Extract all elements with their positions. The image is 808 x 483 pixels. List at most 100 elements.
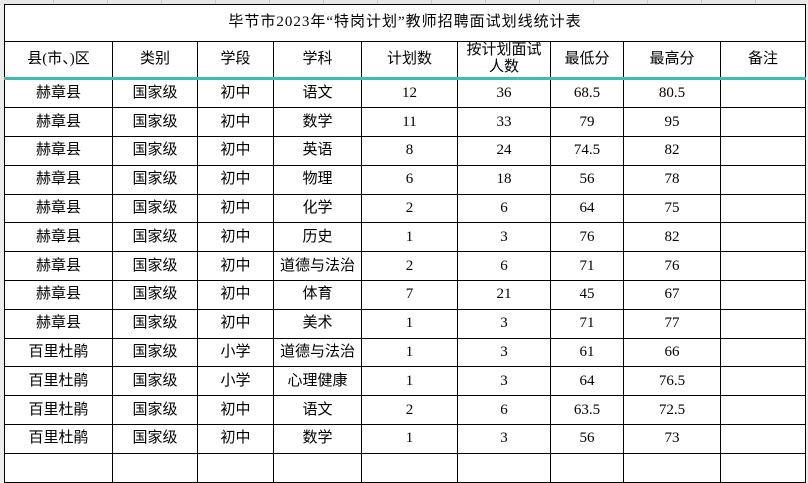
cell-county[interactable]: 百里杜鹃 xyxy=(4,366,113,397)
cell-stage[interactable]: 初中 xyxy=(197,308,274,339)
col-header-county[interactable]: 县(市、)区 xyxy=(4,41,113,80)
col-header-subject[interactable]: 学科 xyxy=(273,41,362,80)
cell-min-score[interactable]: 64 xyxy=(550,366,624,397)
cell-remark[interactable] xyxy=(719,424,807,454)
cell-min-score[interactable]: 79 xyxy=(550,107,624,138)
cell-min-score[interactable]: 56 xyxy=(550,424,624,454)
cell-stage[interactable] xyxy=(197,452,274,483)
col-header-min-score[interactable]: 最低分 xyxy=(550,41,624,80)
cell-remark[interactable] xyxy=(719,251,807,282)
cell-min-score[interactable]: 61 xyxy=(550,337,624,368)
cell-planned-interviewees[interactable]: 6 xyxy=(457,395,551,426)
cell-county[interactable]: 百里杜鹃 xyxy=(4,395,113,426)
col-header-remark[interactable]: 备注 xyxy=(719,41,807,80)
cell-planned-interviewees[interactable]: 24 xyxy=(457,136,551,166)
cell-planned-interviewees[interactable]: 6 xyxy=(457,251,551,282)
cell-stage[interactable]: 初中 xyxy=(197,395,274,426)
cell-max-score[interactable]: 82 xyxy=(623,222,721,253)
cell-subject[interactable]: 体育 xyxy=(273,280,362,310)
cell-county[interactable]: 赫章县 xyxy=(4,136,113,166)
cell-county[interactable]: 赫章县 xyxy=(4,164,113,195)
cell-plan-count[interactable]: 2 xyxy=(361,193,458,224)
cell-subject[interactable]: 化学 xyxy=(273,193,362,224)
cell-category[interactable]: 国家级 xyxy=(112,308,198,339)
cell-stage[interactable]: 初中 xyxy=(197,280,274,310)
cell-category[interactable]: 国家级 xyxy=(112,222,198,253)
cell-stage[interactable]: 初中 xyxy=(197,424,274,454)
cell-stage[interactable]: 初中 xyxy=(197,107,274,138)
cell-planned-interviewees[interactable]: 33 xyxy=(457,107,551,138)
cell-stage[interactable]: 初中 xyxy=(197,251,274,282)
cell-remark[interactable] xyxy=(719,452,807,483)
cell-plan-count[interactable]: 1 xyxy=(361,308,458,339)
col-header-planned-interviewees[interactable]: 按计划面试人数 xyxy=(457,41,551,80)
cell-county[interactable]: 赫章县 xyxy=(4,107,113,138)
cell-plan-count[interactable]: 2 xyxy=(361,395,458,426)
cell-subject[interactable] xyxy=(273,452,362,483)
cell-max-score[interactable]: 78 xyxy=(623,164,721,195)
cell-max-score[interactable]: 77 xyxy=(623,308,721,339)
cell-planned-interviewees[interactable]: 3 xyxy=(457,308,551,339)
cell-remark[interactable] xyxy=(719,222,807,253)
col-header-max-score[interactable]: 最高分 xyxy=(623,41,721,80)
cell-county[interactable]: 百里杜鹃 xyxy=(4,424,113,454)
cell-stage[interactable]: 初中 xyxy=(197,164,274,195)
cell-plan-count[interactable]: 8 xyxy=(361,136,458,166)
cell-max-score[interactable]: 72.5 xyxy=(623,395,721,426)
cell-min-score[interactable]: 68.5 xyxy=(550,77,624,109)
cell-category[interactable]: 国家级 xyxy=(112,107,198,138)
cell-category[interactable]: 国家级 xyxy=(112,136,198,166)
cell-stage[interactable]: 初中 xyxy=(197,222,274,253)
cell-category[interactable]: 国家级 xyxy=(112,366,198,397)
cell-plan-count[interactable]: 1 xyxy=(361,424,458,454)
cell-county[interactable] xyxy=(4,452,113,483)
cell-planned-interviewees[interactable]: 36 xyxy=(457,77,551,109)
cell-max-score[interactable]: 82 xyxy=(623,136,721,166)
cell-subject[interactable]: 心理健康 xyxy=(273,366,362,397)
cell-subject[interactable]: 数学 xyxy=(273,107,362,138)
cell-min-score[interactable]: 64 xyxy=(550,193,624,224)
cell-remark[interactable] xyxy=(719,308,807,339)
cell-subject[interactable]: 美术 xyxy=(273,308,362,339)
cell-max-score[interactable]: 80.5 xyxy=(623,77,721,109)
cell-remark[interactable] xyxy=(719,107,807,138)
cell-plan-count[interactable]: 11 xyxy=(361,107,458,138)
cell-max-score[interactable]: 76.5 xyxy=(623,366,721,397)
cell-planned-interviewees[interactable] xyxy=(457,452,551,483)
cell-min-score[interactable]: 45 xyxy=(550,280,624,310)
cell-max-score[interactable]: 75 xyxy=(623,193,721,224)
cell-stage[interactable]: 初中 xyxy=(197,77,274,109)
cell-planned-interviewees[interactable]: 6 xyxy=(457,193,551,224)
cell-category[interactable]: 国家级 xyxy=(112,280,198,310)
cell-min-score[interactable]: 71 xyxy=(550,251,624,282)
cell-max-score[interactable] xyxy=(623,452,721,483)
cell-plan-count[interactable]: 2 xyxy=(361,251,458,282)
cell-max-score[interactable]: 67 xyxy=(623,280,721,310)
cell-remark[interactable] xyxy=(719,366,807,397)
cell-category[interactable] xyxy=(112,452,198,483)
cell-category[interactable]: 国家级 xyxy=(112,164,198,195)
cell-subject[interactable]: 英语 xyxy=(273,136,362,166)
cell-category[interactable]: 国家级 xyxy=(112,251,198,282)
col-header-category[interactable]: 类别 xyxy=(112,41,198,80)
cell-subject[interactable]: 物理 xyxy=(273,164,362,195)
cell-remark[interactable] xyxy=(719,337,807,368)
cell-category[interactable]: 国家级 xyxy=(112,424,198,454)
cell-county[interactable]: 赫章县 xyxy=(4,280,113,310)
cell-remark[interactable] xyxy=(719,395,807,426)
cell-max-score[interactable]: 95 xyxy=(623,107,721,138)
cell-max-score[interactable]: 73 xyxy=(623,424,721,454)
cell-plan-count[interactable]: 1 xyxy=(361,366,458,397)
cell-stage[interactable]: 初中 xyxy=(197,193,274,224)
cell-remark[interactable] xyxy=(719,136,807,166)
cell-min-score[interactable]: 76 xyxy=(550,222,624,253)
cell-category[interactable]: 国家级 xyxy=(112,77,198,109)
cell-county[interactable]: 赫章县 xyxy=(4,77,113,109)
cell-remark[interactable] xyxy=(719,193,807,224)
cell-category[interactable]: 国家级 xyxy=(112,337,198,368)
cell-min-score[interactable]: 63.5 xyxy=(550,395,624,426)
cell-stage[interactable]: 小学 xyxy=(197,366,274,397)
cell-planned-interviewees[interactable]: 3 xyxy=(457,366,551,397)
cell-plan-count[interactable]: 12 xyxy=(361,77,458,109)
cell-county[interactable]: 赫章县 xyxy=(4,222,113,253)
